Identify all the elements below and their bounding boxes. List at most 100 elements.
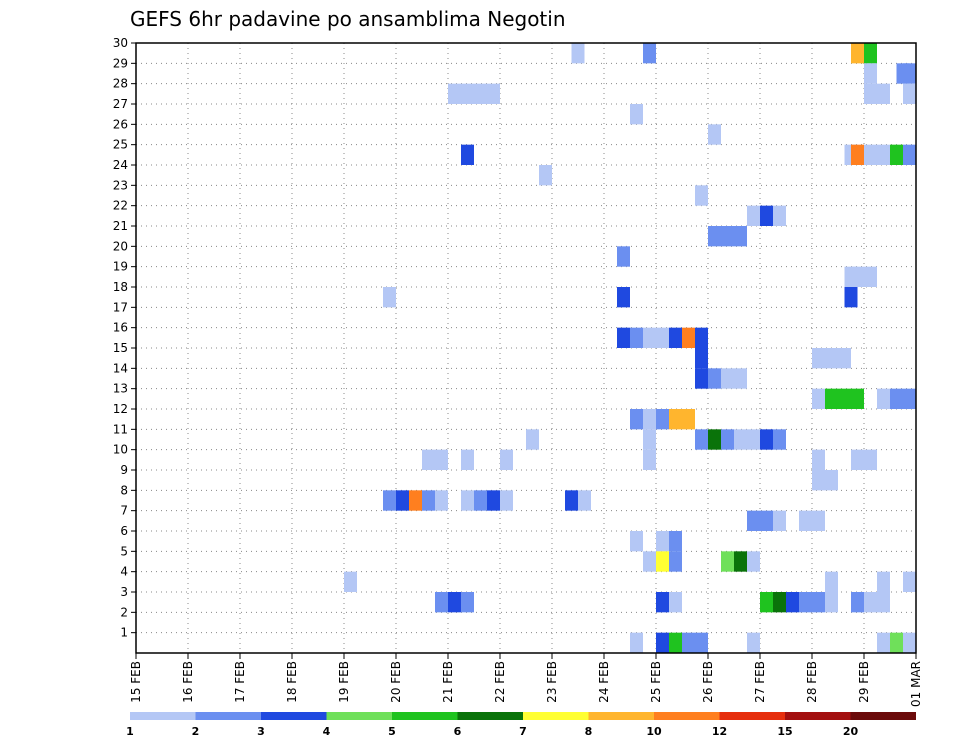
y-tick-label: 7 (120, 504, 128, 518)
heatmap-cell (422, 449, 435, 470)
heatmap-cell (903, 83, 916, 104)
heatmap-cell (695, 368, 708, 389)
heatmap-cell (903, 571, 916, 592)
y-tick-label: 16 (113, 321, 128, 335)
heatmap-cell (864, 592, 877, 613)
heatmap-cell (760, 592, 773, 613)
y-tick-label: 18 (113, 280, 128, 294)
y-tick-label: 12 (113, 402, 128, 416)
colorbar-label: 20 (843, 725, 859, 738)
heatmap-cell (747, 632, 760, 653)
heatmap-cell (851, 592, 864, 613)
heatmap-cell (422, 490, 435, 511)
heatmap-cell (571, 43, 585, 64)
colorbar: 1 2 3 4 5 6 7 8 10 12 15 20 (126, 712, 916, 738)
x-tick-label: 21 FEB (441, 661, 455, 703)
heatmap-cell (695, 348, 708, 369)
heatmap-cell (825, 592, 838, 613)
x-tick-label: 20 FEB (389, 661, 403, 703)
x-tick-label: 28 FEB (805, 661, 819, 703)
heatmap-cell (656, 531, 669, 552)
heatmap-cell (721, 226, 734, 247)
heatmap-cell (747, 551, 760, 572)
heatmap-cell (461, 83, 474, 104)
y-tick-label: 30 (113, 36, 128, 50)
heatmap-cell (656, 409, 669, 430)
colorbar-segment (130, 712, 196, 720)
heatmap-cell (734, 429, 747, 450)
colorbar-label: 7 (519, 725, 527, 738)
colorbar-segment (457, 712, 523, 720)
y-tick-label: 21 (113, 219, 128, 233)
heatmap-cell (617, 327, 630, 348)
heatmap-cell (721, 551, 734, 572)
colorbar-segment (261, 712, 327, 720)
y-tick-label: 15 (113, 341, 128, 355)
heatmap-cell (812, 348, 825, 369)
heatmap-cell (487, 490, 500, 511)
heatmap-cell (721, 429, 734, 450)
heatmap-cell (864, 144, 877, 165)
x-tick-label: 16 FEB (181, 661, 195, 703)
colorbar-segment (654, 712, 720, 720)
heatmap-cell (844, 287, 858, 308)
heatmap-cell (903, 632, 916, 653)
heatmap-cell (799, 510, 812, 531)
heatmap-cell (747, 205, 760, 226)
heatmap-cell (526, 429, 539, 450)
heatmap-cell (799, 592, 812, 613)
grid-layer (136, 43, 916, 653)
heatmap-cell (695, 632, 708, 653)
heatmap-cell (877, 592, 890, 613)
heatmap-cell (643, 429, 656, 450)
y-tick-label: 25 (113, 138, 128, 152)
heatmap-cell (474, 83, 487, 104)
heatmap-cell (656, 551, 669, 572)
heatmap-cell (630, 531, 643, 552)
y-tick-label: 14 (113, 361, 128, 375)
x-tick-label: 24 FEB (597, 661, 611, 703)
heatmap-cell (903, 144, 916, 165)
x-tick-label: 17 FEB (233, 661, 247, 703)
heatmap-cell (695, 429, 708, 450)
heatmap-cell (669, 327, 682, 348)
heatmap-cell (825, 571, 838, 592)
y-tick-label: 8 (120, 483, 128, 497)
x-tick-label: 29 FEB (857, 661, 871, 703)
y-tick-label: 27 (113, 97, 128, 111)
heatmap-cell (773, 429, 786, 450)
heatmap-cell (669, 592, 682, 613)
y-tick-label: 1 (120, 626, 128, 640)
heatmap-cell (643, 327, 656, 348)
heatmap-cell (383, 490, 396, 511)
y-tick-label: 24 (113, 158, 128, 172)
y-tick-label: 11 (113, 422, 128, 436)
heatmap-cell (864, 266, 877, 287)
heatmap-cell (656, 632, 669, 653)
y-tick-label: 22 (113, 199, 128, 213)
heatmap-cell (461, 144, 474, 165)
colorbar-label: 6 (454, 725, 462, 738)
heatmap-cell (565, 490, 578, 511)
heatmap-cell (396, 490, 409, 511)
x-tick-label: 22 FEB (493, 661, 507, 703)
heatmap-cell (773, 592, 786, 613)
heatmap-cell (500, 449, 513, 470)
heatmap-cell (877, 144, 890, 165)
y-tick-label: 2 (120, 605, 128, 619)
heatmap-cell (721, 368, 734, 389)
heatmap-cell (630, 632, 643, 653)
heatmap-cell (864, 449, 877, 470)
colorbar-segment (588, 712, 654, 720)
colorbar-segment (523, 712, 589, 720)
heatmap-cell (578, 490, 591, 511)
colorbar-label: 1 (126, 725, 134, 738)
axes-layer: 1234567891011121314151617181920212223242… (113, 36, 923, 707)
heatmap-cell (669, 409, 682, 430)
heatmap-cell (838, 388, 851, 409)
heatmap-cell (448, 592, 461, 613)
heatmap-cell (435, 449, 448, 470)
heatmap-cell (760, 510, 773, 531)
heatmap-cell (617, 287, 630, 308)
colorbar-segment (719, 712, 785, 720)
